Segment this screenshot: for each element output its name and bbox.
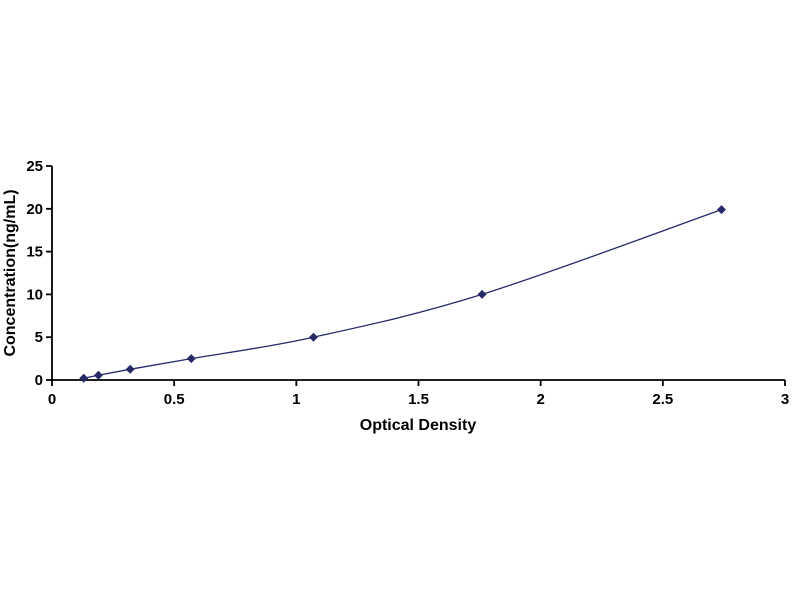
plot-area: 0 0.5 1 1.5 2 2.5 3 0 5 10 15 20 25	[26, 158, 789, 408]
x-tick-label: 0.5	[164, 391, 185, 408]
x-tick-label: 2	[536, 391, 544, 408]
x-axis-label: Optical Density	[360, 417, 477, 434]
data-point-marker	[477, 289, 487, 299]
y-tick-label: 25	[26, 158, 43, 175]
x-tick-label: 2.5	[652, 391, 673, 408]
data-point-marker	[93, 370, 103, 380]
series-line	[83, 209, 722, 379]
y-tick-label: 15	[26, 244, 43, 261]
x-tick-label: 1.5	[408, 391, 429, 408]
data-point-marker	[186, 354, 196, 364]
data-point-marker	[79, 373, 89, 383]
data-point-marker	[308, 332, 318, 342]
x-tick-label: 1	[292, 391, 300, 408]
x-tick-label: 3	[781, 391, 789, 408]
y-tick-label: 5	[35, 329, 43, 346]
y-tick-label: 0	[35, 372, 43, 389]
data-point-marker	[716, 205, 726, 215]
y-axis-label: Concentration(ng/mL)	[2, 189, 19, 356]
data-point-marker	[125, 364, 135, 374]
y-tick-label: 10	[26, 286, 43, 303]
y-tick-label: 20	[26, 201, 43, 218]
x-tick-label: 0	[48, 391, 56, 408]
